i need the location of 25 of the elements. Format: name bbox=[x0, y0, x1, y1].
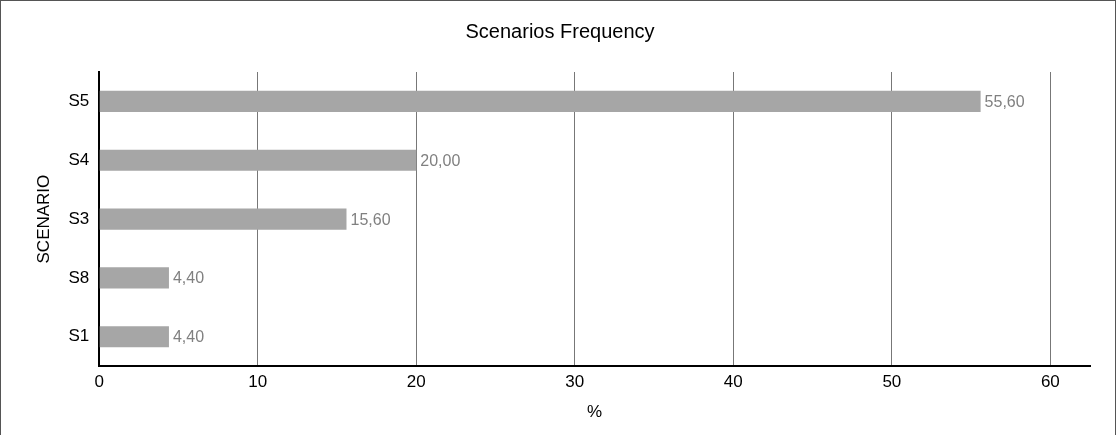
y-tick-label: S4 bbox=[68, 149, 90, 169]
x-tick-label: 50 bbox=[882, 372, 902, 392]
y-tick-label: S8 bbox=[68, 267, 90, 287]
y-axis-title: SCENARIO bbox=[33, 174, 53, 264]
x-tick-label: 30 bbox=[565, 372, 585, 392]
data-label: 55,60 bbox=[984, 92, 1025, 110]
x-tick-label: 0 bbox=[94, 372, 104, 392]
data-label: 15,60 bbox=[350, 210, 391, 228]
data-label: 4,40 bbox=[172, 269, 205, 287]
bar bbox=[99, 208, 347, 230]
bar bbox=[99, 326, 169, 348]
y-tick-label: S1 bbox=[68, 326, 90, 346]
bar bbox=[99, 149, 417, 171]
data-label: 4,40 bbox=[172, 328, 205, 346]
x-axis-title: % bbox=[587, 402, 603, 422]
y-tick-label: S3 bbox=[68, 208, 90, 228]
bar bbox=[99, 90, 981, 113]
data-label: 20,00 bbox=[420, 151, 461, 169]
chart-title: Scenarios Frequency bbox=[465, 19, 655, 42]
x-tick-label: 40 bbox=[723, 372, 743, 392]
x-tick-label: 60 bbox=[1040, 372, 1060, 392]
y-tick-label: S5 bbox=[68, 91, 90, 111]
x-tick-label: 10 bbox=[248, 372, 268, 392]
bar bbox=[99, 267, 169, 289]
x-tick-label: 20 bbox=[406, 372, 426, 392]
